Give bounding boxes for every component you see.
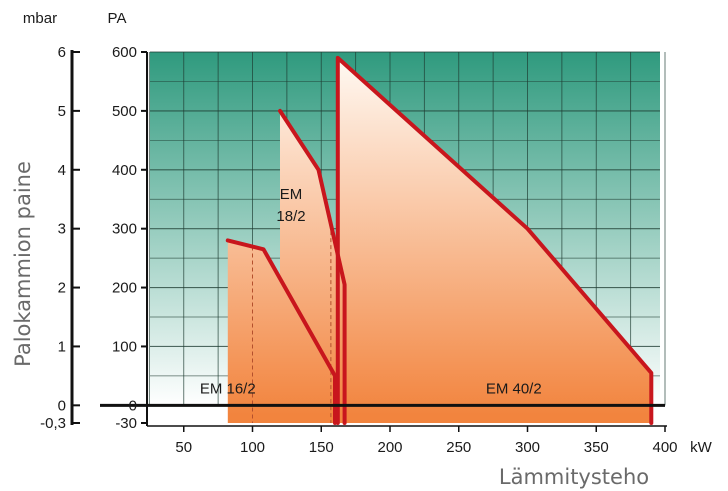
mbar-tick-label: 0: [58, 397, 66, 414]
region-label-2: EM 18/2: [276, 186, 305, 225]
pa-tick-label: 500: [112, 103, 137, 120]
x-tick-label: 50: [175, 439, 192, 456]
mbar-tick-label: 2: [58, 280, 66, 297]
x-tick-label: 250: [446, 439, 471, 456]
pa-tick-label: 200: [112, 280, 137, 297]
region-label-line: EM 16/2: [200, 381, 256, 398]
area-2: [280, 110, 345, 424]
operating-areas: [227, 57, 652, 424]
x-tick-label: 300: [515, 439, 540, 456]
mbar-tick-label: 5: [58, 103, 66, 120]
mbar-tick-label: -0,3: [40, 415, 66, 432]
pa-unit-label: PA: [108, 10, 127, 27]
axes: [70, 50, 667, 432]
kw-unit-label: kW: [690, 439, 713, 456]
reference-lines: [252, 224, 332, 423]
pa-tick-label: 0: [129, 397, 137, 414]
x-tick-label: 400: [652, 439, 677, 456]
boundary-lines: [225, 55, 654, 425]
boundary-3: [335, 55, 654, 425]
mbar-unit-label: mbar: [23, 10, 57, 27]
region-label-3: EM 40/2: [486, 381, 542, 398]
x-tick-label: 150: [309, 439, 334, 456]
pa-tick-label: -30: [115, 415, 137, 432]
x-tick-label: 100: [240, 439, 265, 456]
mbar-tick-label: 1: [58, 338, 66, 355]
x-axis-title: Lämmitysteho: [499, 465, 649, 489]
mbar-tick-label: 4: [58, 162, 66, 179]
boundary-1: [225, 238, 337, 425]
area-3: [337, 57, 652, 424]
x-tick-label: 350: [584, 439, 609, 456]
pa-tick-label: 600: [112, 44, 137, 61]
boundary-2: [278, 108, 347, 425]
region-label-1: EM 16/2: [200, 381, 256, 398]
pa-tick-label: 100: [112, 338, 137, 355]
pa-tick-label: 300: [112, 221, 137, 238]
region-label-line: EM: [280, 186, 303, 203]
mbar-tick-label: 6: [58, 44, 66, 61]
mbar-tick-label: 3: [58, 221, 66, 238]
y-axis-title: Palokammion paine: [11, 161, 35, 367]
region-label-line: EM 40/2: [486, 381, 542, 398]
region-label-line: 18/2: [276, 208, 305, 225]
pa-tick-label: 400: [112, 162, 137, 179]
x-tick-label: 200: [377, 439, 402, 456]
